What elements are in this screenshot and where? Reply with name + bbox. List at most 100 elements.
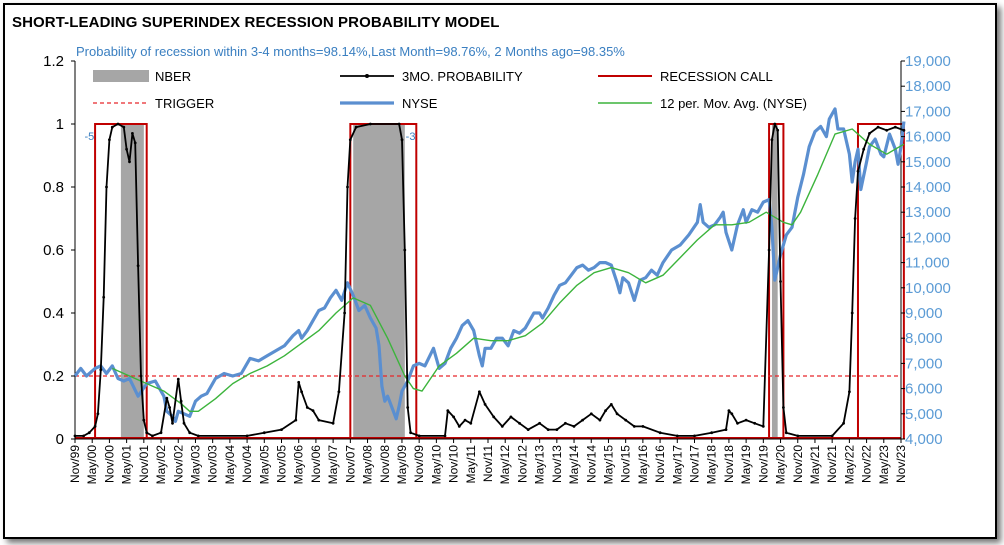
left-axis-tick-label-1: 0 [56,431,64,448]
probability-point-49 [403,248,407,252]
probability-point-80 [658,431,662,435]
probability-point-50 [406,406,410,409]
x-axis-tick-label-20: May/09 [395,445,409,485]
probability-point-21 [151,434,154,438]
probability-point-71 [581,418,584,422]
x-axis-tick-label-1: Nov/99 [68,445,82,483]
probability-point-68 [555,428,559,431]
nber-recession-bar-1 [120,124,144,439]
probability-point-12 [122,125,126,129]
x-axis-tick-label-10: May/04 [223,445,237,485]
probability-point-54 [446,409,450,412]
legend-3-label: RECESSION CALL [660,69,773,84]
probability-point-45 [354,125,358,129]
right-axis-tick-label-6: 9,000 [905,305,943,322]
x-axis-tick-label-19: Nov/08 [378,445,392,483]
x-axis-tick-label-33: Nov/15 [619,445,633,483]
x-axis-tick-label-21: Nov/09 [412,445,426,483]
probability-point-52 [417,434,421,438]
probability-point-4 [93,425,97,428]
probability-point-37 [305,406,309,409]
probability-point-96 [782,406,785,409]
legend-1-swatch [93,70,149,82]
x-axis-tick-label-11: Nov/04 [240,445,254,483]
x-axis-tick-label-31: Nov/14 [584,445,598,483]
probability-point-74 [604,409,607,412]
x-axis-tick-label-29: Nov/13 [550,445,564,483]
right-axis-tick-label-9: 12,000 [905,229,951,246]
probability-point-67 [546,428,550,431]
x-axis-tick-label-40: May/19 [739,445,753,485]
x-axis-tick-label-39: Nov/18 [722,445,736,483]
x-axis-tick-label-24: May/11 [464,445,478,484]
probability-point-1 [73,434,77,438]
probability-point-43 [346,185,349,189]
x-axis-tick-label-38: May/18 [705,445,719,485]
probability-point-62 [500,425,504,428]
probability-point-73 [598,418,602,422]
probability-point-38 [311,409,315,412]
probability-point-31 [245,434,249,438]
probability-point-32 [262,431,266,435]
probability-point-81 [675,434,679,438]
probability-point-90 [761,425,765,428]
x-axis-tick-label-42: May/20 [774,445,788,485]
probability-point-56 [457,425,461,428]
x-axis-tick-label-43: Nov/20 [791,445,805,483]
x-axis-tick-label-25: Nov/11 [481,445,495,482]
x-axis-tick-label-22: May/10 [429,445,443,485]
probability-point-75 [609,403,613,406]
probability-point-66 [538,421,541,425]
probability-point-98 [796,434,800,438]
probability-point-65 [526,428,530,431]
probability-point-7 [102,295,106,299]
probability-point-15 [131,132,134,135]
right-axis-tick-label-8: 11,000 [905,255,950,272]
recession-call-period-3 [768,123,785,439]
probability-point-63 [509,415,513,419]
probability-point-42 [343,311,346,315]
probability-point-44 [348,138,352,142]
probability-point-89 [753,421,757,425]
probability-point-18 [139,374,143,378]
probability-point-77 [624,418,628,422]
probability-point-91 [767,248,771,252]
recession-call-period-4 [856,123,905,439]
probability-point-61 [492,415,496,419]
probability-point-23 [165,396,169,400]
probability-point-82 [693,434,696,438]
legend-6-label: 12 per. Mov. Avg. (NYSE) [660,96,807,111]
probability-point-102 [850,311,854,315]
x-axis-tick-label-17: Nov/07 [343,445,357,483]
probability-point-100 [842,421,845,425]
probability-point-83 [710,431,714,435]
probability-point-25 [171,421,174,425]
probability-point-39 [317,418,321,422]
probability-point-8 [105,185,108,189]
probability-point-40 [331,421,335,425]
probability-point-64 [518,421,521,425]
chart-subtitle: Probability of recession within 3-4 mont… [76,44,625,59]
probability-point-108 [885,128,889,132]
probability-point-26 [176,377,180,381]
recession-call-period-1 [94,123,148,439]
probability-point-53 [443,434,447,438]
right-axis-tick-label-15: 18,000 [905,78,951,95]
x-axis-tick-label-45: Nov/21 [825,445,839,483]
x-axis-tick-label-12: May/05 [257,445,271,485]
x-axis-tick-label-18: May/08 [361,445,375,485]
legend-2-label: 3MO. PROBABILITY [402,69,523,84]
x-axis-tick-label-15: Nov/06 [309,445,323,483]
left-axis-tick-label-7: 1.2 [43,53,64,70]
x-axis-tick-label-5: Nov/01 [137,445,151,483]
probability-point-11 [116,122,120,126]
x-axis-tick-label-44: May/21 [808,445,822,485]
probability-point-36 [300,390,303,394]
probability-point-57 [463,418,467,422]
probability-point-76 [615,412,619,416]
probability-point-16 [133,141,137,145]
probability-point-94 [776,128,780,132]
right-axis-tick-label-2: 5,000 [905,406,943,423]
right-axis-tick-label-1: 4,000 [905,431,943,448]
probability-point-29 [188,431,192,435]
